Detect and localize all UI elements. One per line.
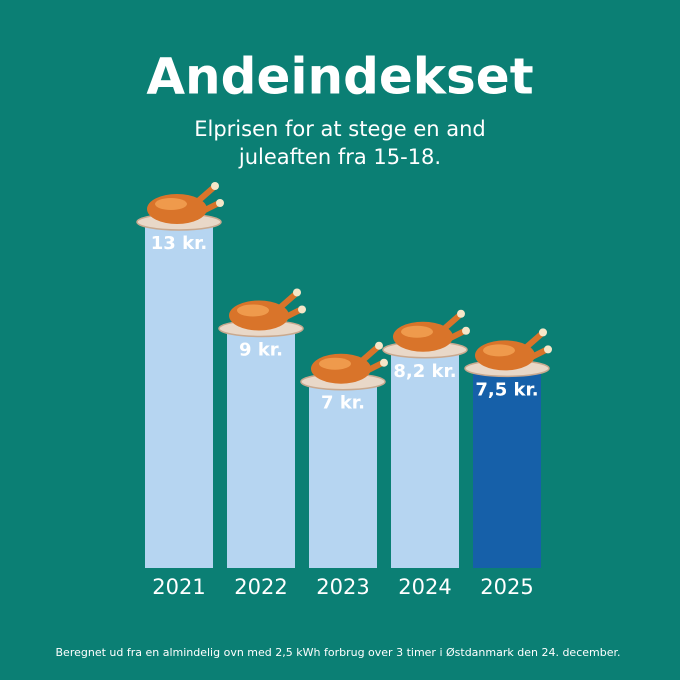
x-tick-label: 2024: [398, 575, 451, 599]
bone: [457, 309, 465, 318]
chart-subtitle: Elprisen for at stege en and: [194, 117, 486, 141]
duck-leg: [198, 201, 220, 215]
x-tick-label: 2023: [316, 575, 369, 599]
roast-duck-icon: [300, 341, 388, 391]
duck-leg: [522, 331, 544, 352]
duck-leg: [358, 344, 380, 365]
duck-highlight: [401, 325, 433, 338]
chart-subtitle: juleaften fra 15-18.: [238, 145, 441, 169]
duck-leg: [280, 307, 302, 322]
bar: [309, 381, 377, 568]
roast-duck-icon: [382, 309, 470, 359]
value-label: 7 kr.: [321, 393, 365, 414]
bone: [539, 328, 547, 337]
roast-duck-icon: [136, 182, 224, 231]
value-label: 13 kr.: [151, 233, 207, 254]
bar: [145, 222, 213, 568]
duck-leg: [444, 328, 466, 343]
footnote: Beregnet ud fra en almindelig ovn med 2,…: [56, 646, 621, 659]
duck-leg: [194, 185, 216, 205]
x-tick-label: 2022: [234, 575, 287, 599]
bone: [216, 199, 224, 207]
duck-leg: [526, 347, 548, 362]
bar: [391, 349, 459, 568]
chart-title: Andeindekset: [146, 48, 533, 106]
bar: [227, 328, 295, 568]
bone: [211, 182, 219, 190]
bone: [380, 358, 388, 367]
x-tick-label: 2021: [152, 575, 205, 599]
x-tick-label: 2025: [480, 575, 533, 599]
value-label: 7,5 kr.: [475, 379, 538, 400]
duck-leg: [276, 291, 298, 312]
duck-highlight: [483, 344, 515, 357]
bone: [298, 305, 306, 314]
bone: [375, 341, 383, 350]
duck-highlight: [155, 198, 187, 210]
bone: [293, 288, 301, 297]
duck-leg: [362, 360, 384, 375]
bone: [462, 326, 470, 335]
value-label: 8,2 kr.: [393, 361, 456, 382]
duck-highlight: [237, 304, 269, 317]
bone: [544, 345, 552, 354]
duck-highlight: [319, 357, 351, 370]
roast-duck-icon: [218, 288, 306, 338]
bar: [473, 368, 541, 568]
duck-leg: [440, 312, 462, 333]
value-label: 9 kr.: [239, 339, 283, 360]
roast-duck-icon: [464, 328, 552, 378]
